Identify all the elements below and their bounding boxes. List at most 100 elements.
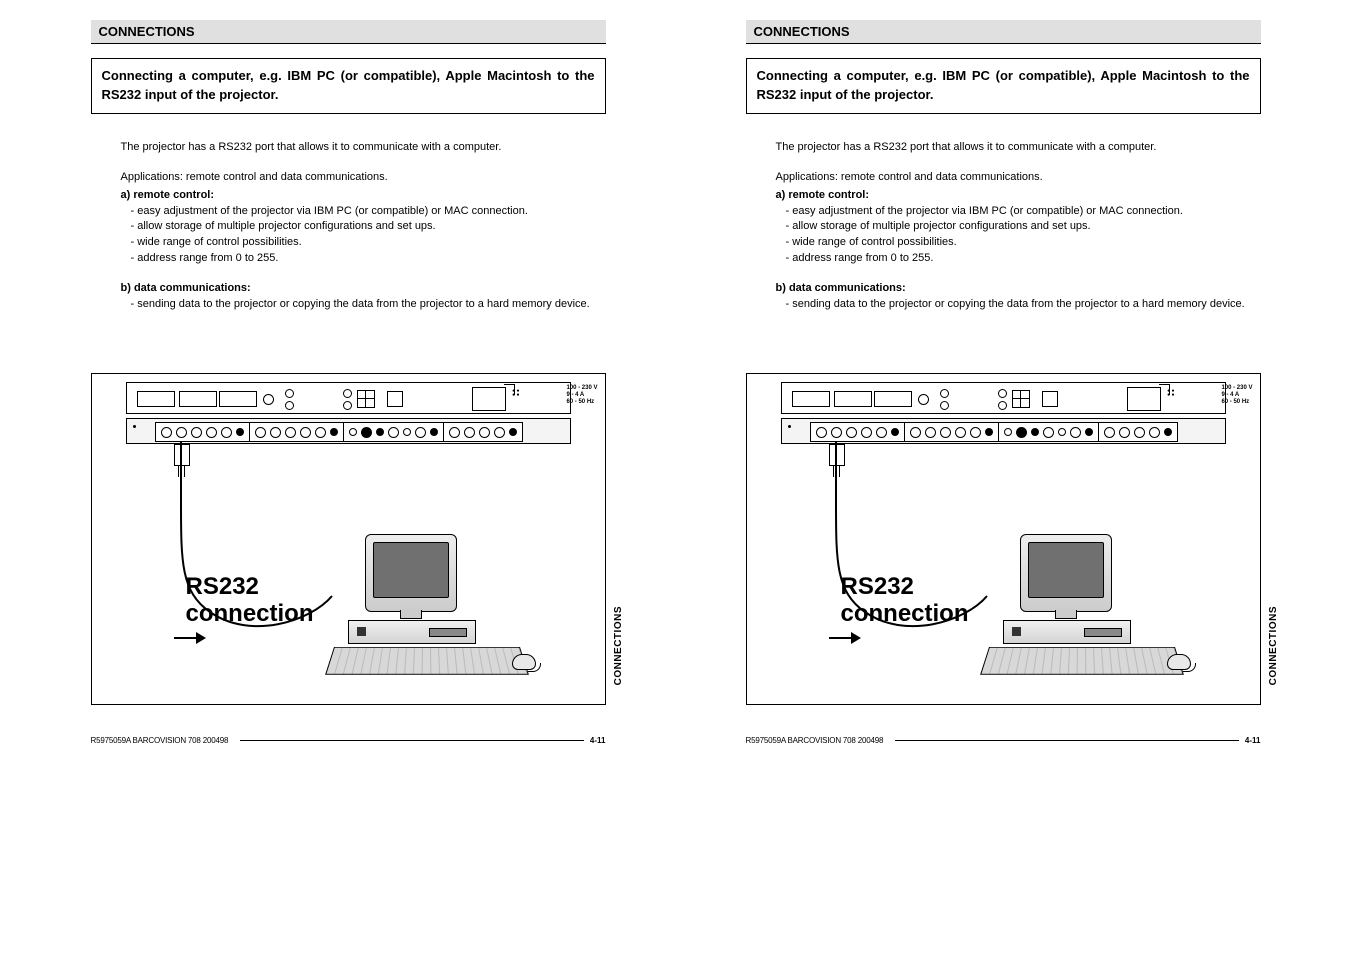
power-spec-line: 60 - 50 Hz <box>1221 399 1249 405</box>
fuse-dots-icon: ● ●● ● <box>1167 389 1174 397</box>
subhead-a: a) remote control: <box>121 188 598 204</box>
connector-group <box>904 422 1000 442</box>
fuse-dots-icon: ● ●● ● <box>512 389 519 397</box>
desktop-tower-icon <box>1003 620 1131 644</box>
cable-plug-icon <box>829 444 845 466</box>
power-inlet-icon <box>472 387 506 411</box>
power-spec-label: 100 - 230 V 9 - 4 A 60 - 50 Hz <box>1221 385 1252 406</box>
body-content: The projector has a RS232 port that allo… <box>91 140 606 313</box>
connector-icon <box>285 389 294 398</box>
switch-icon <box>1042 391 1058 407</box>
computer-illustration <box>983 534 1193 694</box>
b-text: - sending data to the projector or copyi… <box>776 297 1253 313</box>
connector-group <box>1098 422 1178 442</box>
mouse-icon <box>1167 654 1191 670</box>
rs232-label: RS232 connection <box>186 574 314 627</box>
indicator-icon <box>133 425 141 433</box>
a-bullet: - wide range of control possibilities. <box>121 235 598 251</box>
connector-icon <box>998 389 1007 398</box>
switch-icon <box>357 390 375 408</box>
footer-doc-id: R5975059A BARCOVISION 708 200498 <box>746 736 890 745</box>
rs232-label-line: connection <box>841 600 969 627</box>
side-section-label: CONNECTIONS <box>613 606 624 685</box>
footer-page-number: 4-11 <box>1245 736 1261 745</box>
connector-icon <box>940 389 949 398</box>
connector-icon <box>263 394 274 405</box>
b-text: - sending data to the projector or copyi… <box>121 297 598 313</box>
a-bullet: - wide range of control possibilities. <box>776 235 1253 251</box>
page-footer: R5975059A BARCOVISION 708 200498 4-11 <box>746 736 1261 745</box>
keyboard-icon <box>983 648 1179 688</box>
port-icon <box>179 391 217 407</box>
page-footer: R5975059A BARCOVISION 708 200498 4-11 <box>91 736 606 745</box>
keyboard-icon <box>328 648 524 688</box>
rs232-label: RS232 connection <box>841 574 969 627</box>
footer-page-number: 4-11 <box>590 736 606 745</box>
power-spec-line: 9 - 4 A <box>566 392 584 398</box>
subhead-a: a) remote control: <box>776 188 1253 204</box>
cable-line <box>835 442 837 502</box>
projector-top-panel: ● ●● ● 100 - 230 V 9 - 4 A 60 - 50 Hz <box>126 382 571 414</box>
rs232-label-line: RS232 <box>186 573 259 600</box>
port-icon <box>792 391 830 407</box>
arrow-icon <box>829 632 863 644</box>
monitor-stand-icon <box>1055 610 1077 619</box>
subhead-b: b) data communications: <box>776 281 1253 297</box>
port-icon <box>834 391 872 407</box>
power-spec-line: 100 - 230 V <box>566 385 597 391</box>
rs232-label-line: connection <box>186 600 314 627</box>
port-icon <box>874 391 912 407</box>
manual-page-right: CONNECTIONS Connecting a computer, e.g. … <box>746 20 1261 745</box>
cable-plug-icon <box>174 444 190 466</box>
port-icon <box>219 391 257 407</box>
projector-connector-strip <box>781 418 1226 444</box>
a-bullet: - easy adjustment of the projector via I… <box>776 204 1253 220</box>
side-section-label: CONNECTIONS <box>1268 606 1279 685</box>
switch-icon <box>1012 390 1030 408</box>
connector-icon <box>998 401 1007 410</box>
footer-rule <box>895 740 1239 741</box>
connector-group <box>810 422 906 442</box>
projector-connector-strip <box>126 418 571 444</box>
mouse-icon <box>512 654 536 670</box>
rs232-label-line: RS232 <box>841 573 914 600</box>
connector-icon <box>940 401 949 410</box>
footer-doc-id: R5975059A BARCOVISION 708 200498 <box>91 736 235 745</box>
section-header: CONNECTIONS <box>91 20 606 44</box>
connector-group <box>249 422 345 442</box>
subhead-b: b) data communications: <box>121 281 598 297</box>
switch-icon <box>387 391 403 407</box>
section-header: CONNECTIONS <box>746 20 1261 44</box>
a-bullet: - allow storage of multiple projector co… <box>121 219 598 235</box>
a-bullet: - easy adjustment of the projector via I… <box>121 204 598 220</box>
arrow-icon <box>174 632 208 644</box>
manual-page-left: CONNECTIONS Connecting a computer, e.g. … <box>91 20 606 745</box>
connector-group <box>998 422 1100 442</box>
connector-icon <box>285 401 294 410</box>
topic-title-box: Connecting a computer, e.g. IBM PC (or c… <box>91 58 606 114</box>
connector-icon <box>918 394 929 405</box>
connection-diagram: ● ●● ● 100 - 230 V 9 - 4 A 60 - 50 Hz <box>91 373 606 705</box>
a-bullet: - address range from 0 to 255. <box>121 251 598 267</box>
desktop-tower-icon <box>348 620 476 644</box>
cable-line <box>180 442 182 502</box>
port-icon <box>137 391 175 407</box>
projector-top-panel: ● ●● ● 100 - 230 V 9 - 4 A 60 - 50 Hz <box>781 382 1226 414</box>
connection-diagram: ● ●● ● 100 - 230 V 9 - 4 A 60 - 50 Hz <box>746 373 1261 705</box>
connector-group <box>155 422 251 442</box>
connector-group <box>443 422 523 442</box>
connector-icon <box>343 401 352 410</box>
power-spec-line: 9 - 4 A <box>1221 392 1239 398</box>
topic-title-box: Connecting a computer, e.g. IBM PC (or c… <box>746 58 1261 114</box>
power-spec-label: 100 - 230 V 9 - 4 A 60 - 50 Hz <box>566 385 597 406</box>
connector-icon <box>343 389 352 398</box>
monitor-stand-icon <box>400 610 422 619</box>
indicator-icon <box>788 425 796 433</box>
monitor-screen-icon <box>373 542 449 598</box>
power-spec-line: 60 - 50 Hz <box>566 399 594 405</box>
power-inlet-icon <box>1127 387 1161 411</box>
computer-illustration <box>328 534 538 694</box>
intro-line: The projector has a RS232 port that allo… <box>776 140 1253 156</box>
intro-line: The projector has a RS232 port that allo… <box>121 140 598 156</box>
monitor-screen-icon <box>1028 542 1104 598</box>
